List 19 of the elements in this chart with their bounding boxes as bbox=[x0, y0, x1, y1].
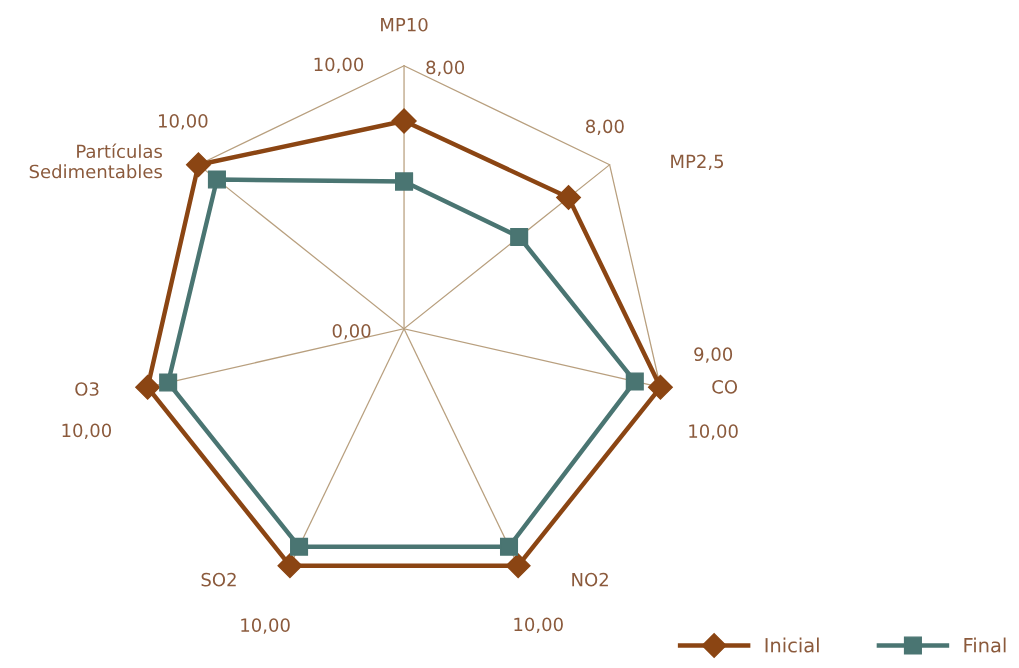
legend-label: Inicial bbox=[765, 637, 819, 653]
spoke-label: SO2 bbox=[201, 572, 236, 587]
spoke-label: Partículas Sedimentables bbox=[29, 143, 162, 179]
legend-label: Final bbox=[964, 637, 1006, 653]
text: 0,00 bbox=[332, 323, 371, 340]
text: 8,00 bbox=[426, 60, 465, 77]
spoke-label: CO bbox=[712, 380, 738, 394]
spoke-label: MP10 bbox=[381, 17, 428, 32]
text: 10,00 bbox=[158, 114, 208, 130]
spoke-label: NO2 bbox=[572, 572, 608, 587]
spoke-label: MP2,5 bbox=[671, 154, 724, 170]
text: 10,00 bbox=[689, 424, 738, 440]
text: 8,00 bbox=[586, 119, 624, 135]
text: 9,00 bbox=[694, 347, 733, 363]
text: 10,00 bbox=[241, 618, 290, 634]
text: 10,00 bbox=[514, 617, 563, 634]
text: 10,00 bbox=[314, 57, 364, 73]
text: 10,00 bbox=[62, 423, 112, 440]
spoke-label: O3 bbox=[75, 382, 99, 396]
